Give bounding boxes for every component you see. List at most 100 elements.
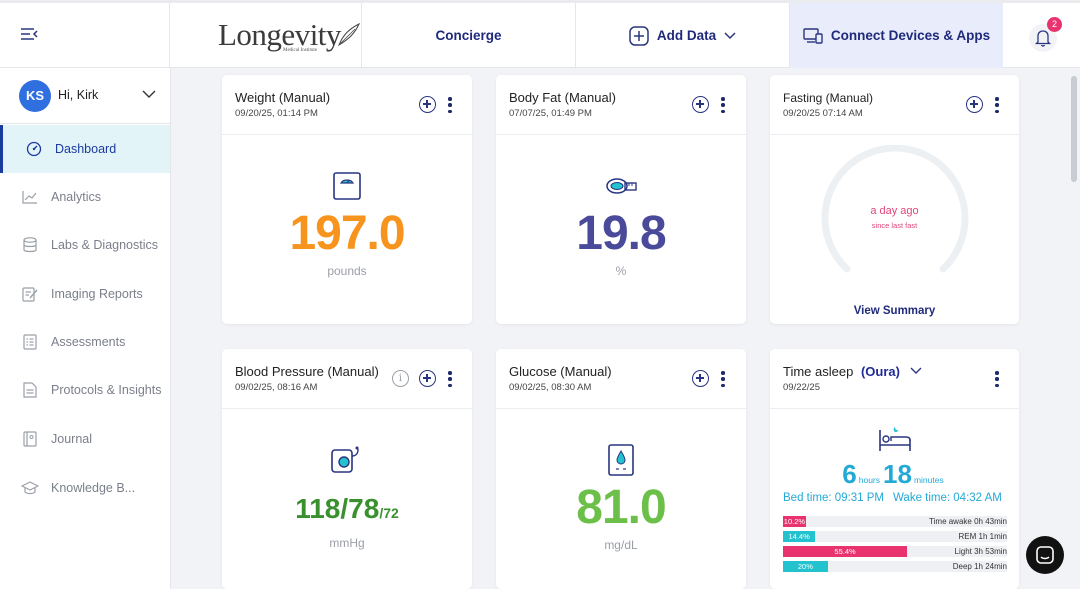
sidebar-item-label: Imaging Reports <box>51 287 143 301</box>
sidebar-item-dashboard[interactable]: Dashboard <box>0 125 170 173</box>
more-options-button[interactable] <box>720 97 726 113</box>
card-title: Blood Pressure (Manual) <box>235 364 379 379</box>
info-button[interactable]: i <box>392 370 409 387</box>
sleep-stage-bar: 55.4% Light 3h 53min <box>783 546 1007 557</box>
logo-subtext: Medical Institute <box>283 48 318 53</box>
user-greeting: Hi, Kirk <box>58 88 99 102</box>
sleep-source-select[interactable]: (Oura) <box>860 364 900 379</box>
sleep-duration: 6 hours 18 minutes <box>770 459 1019 490</box>
card-date: 09/20/25, 01:14 PM <box>235 108 318 119</box>
add-entry-button[interactable] <box>692 96 709 113</box>
card-header: Fasting (Manual) 09/20/25 07:14 AM <box>770 75 1019 135</box>
blood-pressure-card: Blood Pressure (Manual) 09/02/25, 08:16 … <box>222 349 472 589</box>
sidebar-item-journal[interactable]: Journal <box>0 415 170 463</box>
sleep-minutes-unit: minutes <box>913 475 944 485</box>
fasting-card: Fasting (Manual) 09/20/25 07:14 AM a day… <box>770 75 1019 324</box>
stage-fill: 20% <box>783 561 828 572</box>
devices-icon <box>803 27 823 44</box>
body-fat-unit: % <box>615 264 627 278</box>
fasting-gauge <box>821 145 969 273</box>
chat-button[interactable] <box>1026 536 1064 574</box>
sidebar-item-label: Analytics <box>51 190 102 204</box>
sidebar-item-label: Labs & Diagnostics <box>51 238 159 252</box>
graduation-cap-icon <box>20 481 40 495</box>
body-fat-value: 19.8 <box>576 207 666 260</box>
card-title: Body Fat (Manual) <box>509 90 616 105</box>
sidebar-item-analytics[interactable]: Analytics <box>0 173 170 221</box>
sleep-stage-bar: 10.2% Time awake 0h 43min <box>783 516 1007 527</box>
sleep-hours: 6 <box>842 459 857 489</box>
journal-icon <box>20 431 40 447</box>
bp-value: 118/78 <box>295 493 380 524</box>
card-header: Weight (Manual) 09/20/25, 01:14 PM <box>222 75 472 135</box>
logo-text: Longevity <box>218 17 341 52</box>
glucose-card: Glucose (Manual) 09/02/25, 08:30 AM 81.0… <box>496 349 746 589</box>
sidebar-item-label: Knowledge B... <box>51 481 136 495</box>
nav-connect-label: Connect Devices & Apps <box>830 28 991 43</box>
glucose-value: 81.0 <box>576 481 666 534</box>
sidebar-item-label: Assessments <box>51 335 126 349</box>
menu-toggle-button[interactable] <box>0 3 170 68</box>
chevron-down-icon <box>142 90 156 98</box>
sleep-stage-bar: 14.4% REM 1h 1min <box>783 531 1007 542</box>
bp-reading: 118/78/72 <box>222 493 472 525</box>
wake-time: Wake time: 04:32 AM <box>893 492 1002 504</box>
bed-time: Bed time: 09:31 PM <box>783 492 884 504</box>
body-fat-card: Body Fat (Manual) 07/07/25, 01:49 PM 19.… <box>496 75 746 324</box>
dashboard-gauge-icon <box>24 141 44 157</box>
add-entry-button[interactable] <box>966 96 983 113</box>
stage-fill: 55.4% <box>783 546 908 557</box>
card-date: 09/22/25 <box>783 382 820 393</box>
more-options-button[interactable] <box>447 371 453 387</box>
sleep-hours-unit: hours <box>858 475 881 485</box>
scale-icon <box>333 172 361 200</box>
blood-pressure-monitor-icon <box>331 446 359 473</box>
sidebar-item-label: Protocols & Insights <box>51 383 162 397</box>
report-edit-icon <box>20 286 40 302</box>
sidebar-item-imaging[interactable]: Imaging Reports <box>0 270 170 318</box>
add-entry-button[interactable] <box>419 370 436 387</box>
sidebar-item-labs[interactable]: Labs & Diagnostics <box>0 221 170 269</box>
more-options-button[interactable] <box>447 97 453 113</box>
nav-connect-devices[interactable]: Connect Devices & Apps <box>789 3 1003 68</box>
card-title: Glucose (Manual) <box>509 364 612 379</box>
more-options-button[interactable] <box>994 97 1000 113</box>
stage-label: Time awake 0h 43min <box>929 517 1007 526</box>
weight-card: Weight (Manual) 09/20/25, 01:14 PM 197.0… <box>222 75 472 324</box>
card-header: Blood Pressure (Manual) 09/02/25, 08:16 … <box>222 349 472 409</box>
database-icon <box>20 237 40 253</box>
nav-add-data[interactable]: Add Data <box>575 3 789 68</box>
add-entry-button[interactable] <box>692 370 709 387</box>
sidebar: KS Hi, Kirk Dashboard Analytics Labs & D… <box>0 68 171 589</box>
chevron-down-icon[interactable] <box>910 367 922 375</box>
more-options-button[interactable] <box>720 371 726 387</box>
chat-icon <box>1036 546 1054 564</box>
stage-label: Deep 1h 24min <box>952 562 1007 571</box>
add-entry-button[interactable] <box>419 96 436 113</box>
sidebar-item-knowledge-base[interactable]: Knowledge B... <box>0 464 170 512</box>
fasting-status-sub: since last fast <box>871 221 918 230</box>
add-square-icon <box>629 25 649 46</box>
view-summary-link[interactable]: View Summary <box>853 305 936 317</box>
card-date: 09/02/25, 08:30 AM <box>509 382 592 393</box>
logo[interactable]: Longevity Medical Institute <box>171 3 361 68</box>
card-title: Time asleep (Oura) <box>783 364 900 379</box>
sidebar-item-protocols[interactable]: Protocols & Insights <box>0 366 170 414</box>
nav-concierge-label: Concierge <box>435 28 502 43</box>
notification-count-badge: 2 <box>1047 17 1062 32</box>
stage-fill: 14.4% <box>783 531 816 542</box>
sleep-minutes: 18 <box>883 459 912 489</box>
more-options-button[interactable] <box>994 371 1000 387</box>
document-icon <box>20 382 40 398</box>
measuring-tape-icon <box>606 178 637 194</box>
stage-label: REM 1h 1min <box>958 532 1007 541</box>
sleep-card: Time asleep (Oura) 09/22/25 6 hours 18 minu… <box>770 349 1019 589</box>
page-scrollbar[interactable] <box>1071 76 1077 182</box>
user-menu[interactable]: KS Hi, Kirk <box>0 68 170 124</box>
sleep-stage-bar: 20% Deep 1h 24min <box>783 561 1007 572</box>
nav-add-data-label: Add Data <box>656 28 717 43</box>
bp-unit: mmHg <box>329 536 365 550</box>
sidebar-item-assessments[interactable]: Assessments <box>0 318 170 366</box>
logo-leaf-icon <box>337 22 361 47</box>
nav-concierge[interactable]: Concierge <box>361 3 575 68</box>
